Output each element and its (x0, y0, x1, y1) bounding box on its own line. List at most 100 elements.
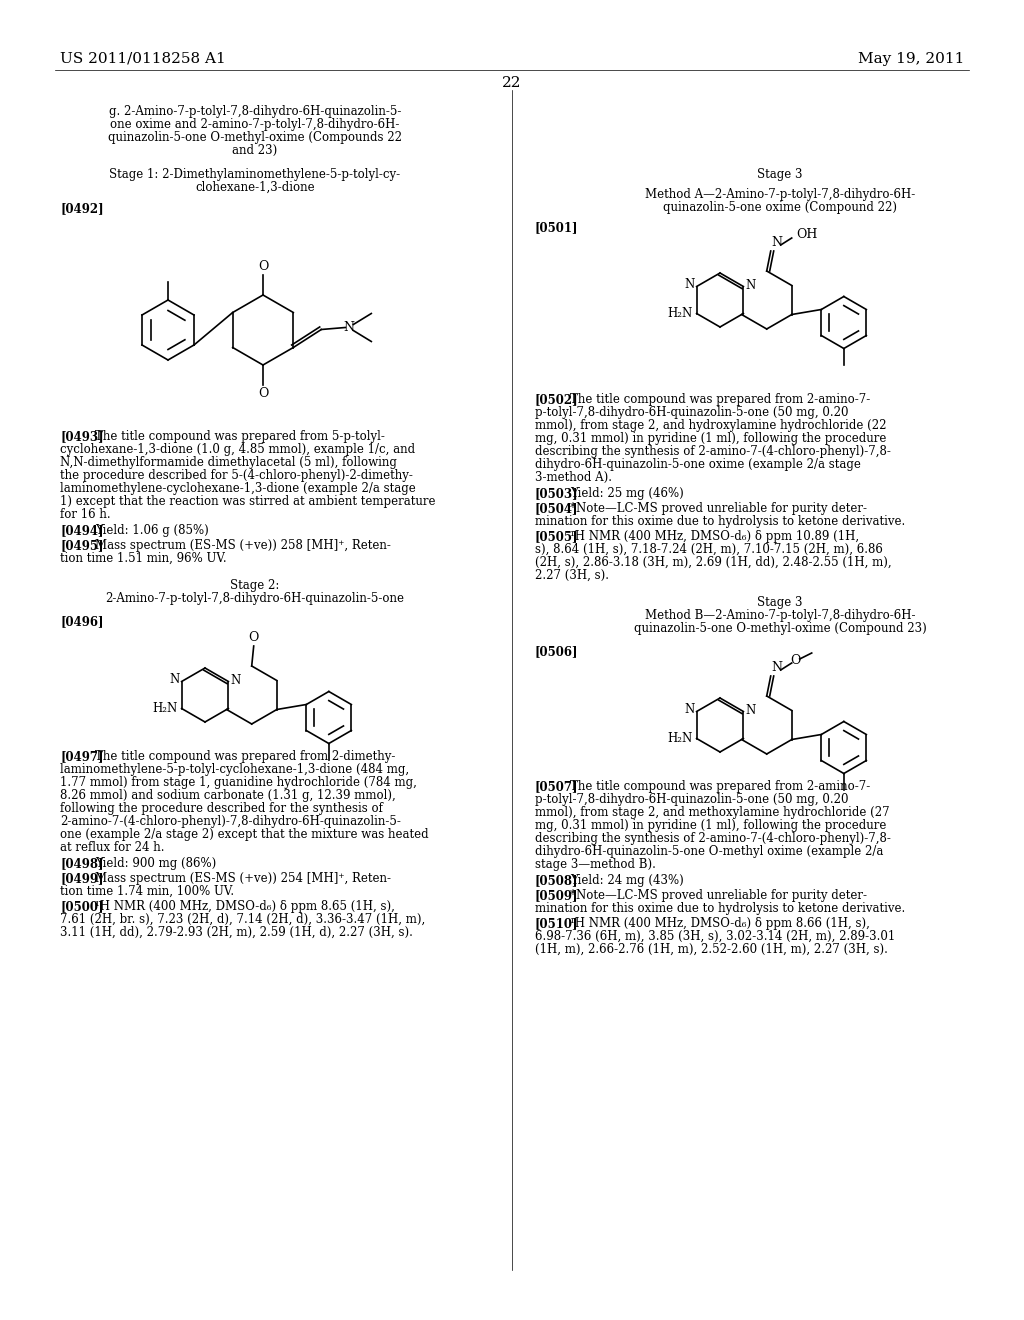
Text: [0505]: [0505] (535, 531, 579, 543)
Text: [0506]: [0506] (535, 645, 579, 657)
Text: and 23): and 23) (232, 144, 278, 157)
Text: [0495]: [0495] (60, 539, 103, 552)
Text: H₂N: H₂N (668, 308, 692, 319)
Text: N,N-dimethylformamide dimethylacetal (5 ml), following: N,N-dimethylformamide dimethylacetal (5 … (60, 455, 397, 469)
Text: O: O (249, 631, 259, 644)
Text: mmol), from stage 2, and hydroxylamine hydrochloride (22: mmol), from stage 2, and hydroxylamine h… (535, 418, 887, 432)
Text: quinazolin-5-one O-methyl-oxime (Compound 23): quinazolin-5-one O-methyl-oxime (Compoun… (634, 622, 927, 635)
Text: 3.11 (1H, dd), 2.79-2.93 (2H, m), 2.59 (1H, d), 2.27 (3H, s).: 3.11 (1H, dd), 2.79-2.93 (2H, m), 2.59 (… (60, 927, 413, 939)
Text: mination for this oxime due to hydrolysis to ketone derivative.: mination for this oxime due to hydrolysi… (535, 902, 905, 915)
Text: [0501]: [0501] (535, 220, 579, 234)
Text: [0510]: [0510] (535, 917, 579, 931)
Text: 2-Amino-7-p-tolyl-7,8-dihydro-6H-quinazolin-5-one: 2-Amino-7-p-tolyl-7,8-dihydro-6H-quinazo… (105, 591, 404, 605)
Text: Mass spectrum (ES-MS (+ve)) 254 [MH]⁺, Reten-: Mass spectrum (ES-MS (+ve)) 254 [MH]⁺, R… (95, 873, 391, 884)
Text: (1H, m), 2.66-2.76 (1H, m), 2.52-2.60 (1H, m), 2.27 (3H, s).: (1H, m), 2.66-2.76 (1H, m), 2.52-2.60 (1… (535, 942, 888, 956)
Text: [0503]: [0503] (535, 487, 579, 500)
Text: May 19, 2011: May 19, 2011 (858, 51, 964, 66)
Text: at reflux for 24 h.: at reflux for 24 h. (60, 841, 165, 854)
Text: *Note—LC-MS proved unreliable for purity deter-: *Note—LC-MS proved unreliable for purity… (570, 888, 867, 902)
Text: Method A—2-Amino-7-p-tolyl-7,8-dihydro-6H-: Method A—2-Amino-7-p-tolyl-7,8-dihydro-6… (645, 187, 915, 201)
Text: N: N (684, 704, 694, 715)
Text: Stage 3: Stage 3 (758, 168, 803, 181)
Text: Yield: 900 mg (86%): Yield: 900 mg (86%) (95, 857, 216, 870)
Text: [0507]: [0507] (535, 780, 579, 793)
Text: dihydro-6H-quinazolin-5-one O-methyl oxime (example 2/a: dihydro-6H-quinazolin-5-one O-methyl oxi… (535, 845, 884, 858)
Text: [0496]: [0496] (60, 615, 103, 628)
Text: p-tolyl-7,8-dihydro-6H-quinazolin-5-one (50 mg, 0.20: p-tolyl-7,8-dihydro-6H-quinazolin-5-one … (535, 793, 849, 807)
Text: [0509]: [0509] (535, 888, 579, 902)
Text: O: O (258, 260, 268, 273)
Text: describing the synthesis of 2-amino-7-(4-chloro-phenyl)-7,8-: describing the synthesis of 2-amino-7-(4… (535, 832, 891, 845)
Text: one (example 2/a stage 2) except that the mixture was heated: one (example 2/a stage 2) except that th… (60, 828, 429, 841)
Text: N: N (745, 704, 756, 717)
Text: The title compound was prepared from 2-dimethy-: The title compound was prepared from 2-d… (95, 750, 395, 763)
Text: [0508]: [0508] (535, 874, 579, 887)
Text: mg, 0.31 mmol) in pyridine (1 ml), following the procedure: mg, 0.31 mmol) in pyridine (1 ml), follo… (535, 818, 887, 832)
Text: N: N (344, 321, 354, 334)
Text: The title compound was prepared from 2-amino-7-: The title compound was prepared from 2-a… (570, 780, 870, 793)
Text: N: N (771, 236, 782, 249)
Text: [0499]: [0499] (60, 873, 103, 884)
Text: g. 2-Amino-7-p-tolyl-7,8-dihydro-6H-quinazolin-5-: g. 2-Amino-7-p-tolyl-7,8-dihydro-6H-quin… (109, 106, 401, 117)
Text: describing the synthesis of 2-amino-7-(4-chloro-phenyl)-7,8-: describing the synthesis of 2-amino-7-(4… (535, 445, 891, 458)
Text: [0493]: [0493] (60, 430, 103, 444)
Text: [0500]: [0500] (60, 900, 103, 913)
Text: N: N (230, 675, 241, 686)
Text: 6.98-7.36 (6H, m), 3.85 (3H, s), 3.02-3.14 (2H, m), 2.89-3.01: 6.98-7.36 (6H, m), 3.85 (3H, s), 3.02-3.… (535, 931, 895, 942)
Text: Stage 1: 2-Dimethylaminomethylene-5-p-tolyl-cy-: Stage 1: 2-Dimethylaminomethylene-5-p-to… (110, 168, 400, 181)
Text: N: N (169, 673, 179, 686)
Text: [0502]: [0502] (535, 393, 579, 407)
Text: laminomethylene-5-p-tolyl-cyclohexane-1,3-dione (484 mg,: laminomethylene-5-p-tolyl-cyclohexane-1,… (60, 763, 410, 776)
Text: OH: OH (797, 228, 818, 242)
Text: 2-amino-7-(4-chloro-phenyl)-7,8-dihydro-6H-quinazolin-5-: 2-amino-7-(4-chloro-phenyl)-7,8-dihydro-… (60, 814, 400, 828)
Text: mination for this oxime due to hydrolysis to ketone derivative.: mination for this oxime due to hydrolysi… (535, 515, 905, 528)
Text: 7.61 (2H, br. s), 7.23 (2H, d), 7.14 (2H, d), 3.36-3.47 (1H, m),: 7.61 (2H, br. s), 7.23 (2H, d), 7.14 (2H… (60, 913, 425, 927)
Text: stage 3—method B).: stage 3—method B). (535, 858, 656, 871)
Text: 1) except that the reaction was stirred at ambient temperature: 1) except that the reaction was stirred … (60, 495, 435, 508)
Text: Yield: 24 mg (43%): Yield: 24 mg (43%) (570, 874, 684, 887)
Text: tion time 1.74 min, 100% UV.: tion time 1.74 min, 100% UV. (60, 884, 234, 898)
Text: Stage 2:: Stage 2: (230, 579, 280, 591)
Text: for 16 h.: for 16 h. (60, 508, 111, 521)
Text: O: O (791, 655, 801, 668)
Text: H₂N: H₂N (153, 702, 177, 715)
Text: ¹H NMR (400 MHz, DMSO-d₆) δ ppm 8.66 (1H, s),: ¹H NMR (400 MHz, DMSO-d₆) δ ppm 8.66 (1H… (570, 917, 869, 931)
Text: US 2011/0118258 A1: US 2011/0118258 A1 (60, 51, 225, 66)
Text: 1.77 mmol) from stage 1, guanidine hydrochloride (784 mg,: 1.77 mmol) from stage 1, guanidine hydro… (60, 776, 417, 789)
Text: Yield: 1.06 g (85%): Yield: 1.06 g (85%) (95, 524, 209, 537)
Text: Yield: 25 mg (46%): Yield: 25 mg (46%) (570, 487, 684, 500)
Text: The title compound was prepared from 5-p-tolyl-: The title compound was prepared from 5-p… (95, 430, 385, 444)
Text: 3-method A).: 3-method A). (535, 471, 612, 484)
Text: 22: 22 (502, 77, 522, 90)
Text: one oxime and 2-amino-7-p-tolyl-7,8-dihydro-6H-: one oxime and 2-amino-7-p-tolyl-7,8-dihy… (111, 117, 399, 131)
Text: quinazolin-5-one oxime (Compound 22): quinazolin-5-one oxime (Compound 22) (663, 201, 897, 214)
Text: [0504]: [0504] (535, 502, 579, 515)
Text: mmol), from stage 2, and methoxylamine hydrochloride (27: mmol), from stage 2, and methoxylamine h… (535, 807, 890, 818)
Text: 8.26 mmol) and sodium carbonate (1.31 g, 12.39 mmol),: 8.26 mmol) and sodium carbonate (1.31 g,… (60, 789, 395, 803)
Text: s), 8.64 (1H, s), 7.18-7.24 (2H, m), 7.10-7.15 (2H, m), 6.86: s), 8.64 (1H, s), 7.18-7.24 (2H, m), 7.1… (535, 543, 883, 556)
Text: mg, 0.31 mmol) in pyridine (1 ml), following the procedure: mg, 0.31 mmol) in pyridine (1 ml), follo… (535, 432, 887, 445)
Text: The title compound was prepared from 2-amino-7-: The title compound was prepared from 2-a… (570, 393, 870, 407)
Text: quinazolin-5-one O-methyl-oxime (Compounds 22: quinazolin-5-one O-methyl-oxime (Compoun… (108, 131, 402, 144)
Text: N: N (745, 279, 756, 292)
Text: ¹H NMR (400 MHz, DMSO-d₆) δ ppm 10.89 (1H,: ¹H NMR (400 MHz, DMSO-d₆) δ ppm 10.89 (1… (570, 531, 859, 543)
Text: p-tolyl-7,8-dihydro-6H-quinazolin-5-one (50 mg, 0.20: p-tolyl-7,8-dihydro-6H-quinazolin-5-one … (535, 407, 849, 418)
Text: ¹H NMR (400 MHz, DMSO-d₆) δ ppm 8.65 (1H, s),: ¹H NMR (400 MHz, DMSO-d₆) δ ppm 8.65 (1H… (95, 900, 395, 913)
Text: Stage 3: Stage 3 (758, 597, 803, 609)
Text: tion time 1.51 min, 96% UV.: tion time 1.51 min, 96% UV. (60, 552, 226, 565)
Text: clohexane-1,3-dione: clohexane-1,3-dione (196, 181, 314, 194)
Text: O: O (258, 387, 268, 400)
Text: laminomethylene-cyclohexane-1,3-dione (example 2/a stage: laminomethylene-cyclohexane-1,3-dione (e… (60, 482, 416, 495)
Text: H₂N: H₂N (668, 733, 692, 744)
Text: cyclohexane-1,3-dione (1.0 g, 4.85 mmol), example 1/c, and: cyclohexane-1,3-dione (1.0 g, 4.85 mmol)… (60, 444, 415, 455)
Text: [0497]: [0497] (60, 750, 103, 763)
Text: [0494]: [0494] (60, 524, 103, 537)
Text: *Note—LC-MS proved unreliable for purity deter-: *Note—LC-MS proved unreliable for purity… (570, 502, 867, 515)
Text: (2H, s), 2.86-3.18 (3H, m), 2.69 (1H, dd), 2.48-2.55 (1H, m),: (2H, s), 2.86-3.18 (3H, m), 2.69 (1H, dd… (535, 556, 892, 569)
Text: [0492]: [0492] (60, 202, 103, 215)
Text: Mass spectrum (ES-MS (+ve)) 258 [MH]⁺, Reten-: Mass spectrum (ES-MS (+ve)) 258 [MH]⁺, R… (95, 539, 391, 552)
Text: 2.27 (3H, s).: 2.27 (3H, s). (535, 569, 609, 582)
Text: following the procedure described for the synthesis of: following the procedure described for th… (60, 803, 383, 814)
Text: the procedure described for 5-(4-chloro-phenyl)-2-dimethy-: the procedure described for 5-(4-chloro-… (60, 469, 413, 482)
Text: N: N (771, 661, 782, 675)
